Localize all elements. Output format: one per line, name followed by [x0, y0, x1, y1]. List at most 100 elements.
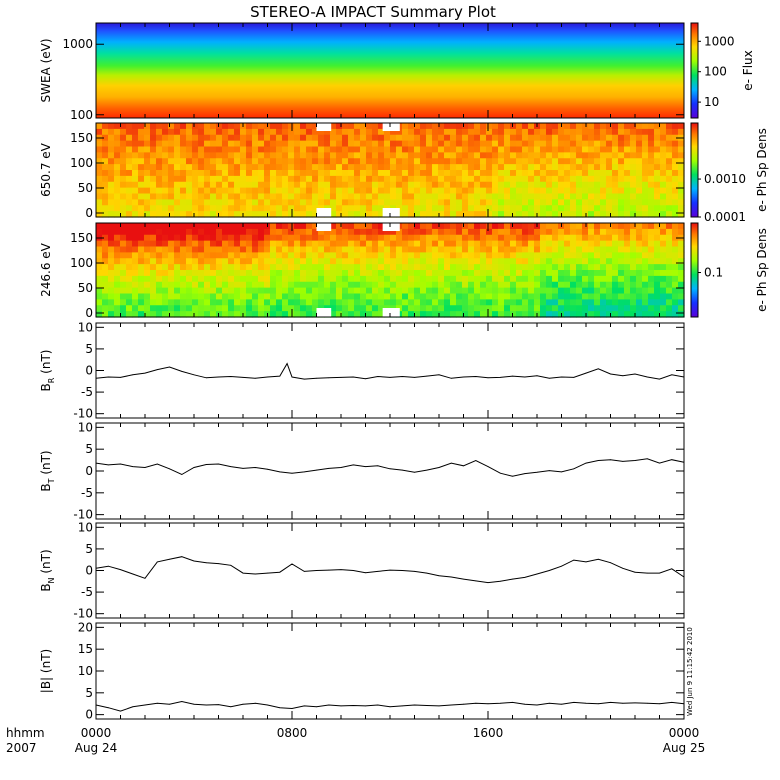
spectrogram-cell [204, 258, 211, 265]
spectrogram-cell [456, 193, 463, 200]
spectrogram-cell [156, 287, 163, 295]
spectrogram-cell [504, 205, 511, 212]
spectrogram-cell [420, 128, 427, 136]
spectrogram-cell [504, 270, 511, 277]
spectrogram-cell [420, 181, 427, 189]
spectrogram-cell [408, 305, 415, 312]
spectrogram-cell [294, 175, 301, 183]
spectrogram-cell [474, 187, 481, 195]
spectrogram-cell [432, 311, 439, 318]
spectrogram-cell [222, 299, 229, 306]
spectrogram-cell [186, 281, 193, 289]
spectrogram-cell [102, 175, 109, 183]
spectrogram-cell [480, 240, 487, 248]
data-point [450, 377, 452, 379]
spectrogram-cell [642, 293, 649, 300]
spectrogram-cell [252, 134, 259, 142]
data-point [316, 570, 317, 571]
spectrogram-cell [354, 170, 361, 177]
spectrogram-cell [270, 228, 277, 236]
spectrogram-cell [450, 293, 457, 300]
spectrogram-cell [378, 275, 385, 283]
spectrogram-cell [162, 311, 169, 318]
spectrogram-cell [150, 187, 157, 195]
spectrogram-cell [438, 181, 445, 189]
spectrogram-cell [372, 258, 379, 265]
spectrogram-cell [444, 134, 451, 142]
spectrogram-cell [126, 146, 133, 153]
spectrogram-cell [228, 270, 235, 277]
spectrogram-cell [648, 199, 655, 206]
spectrogram-cell [288, 140, 295, 148]
spectrogram-cell [648, 140, 655, 148]
spectrogram-cell [564, 175, 571, 183]
spectrogram-cell [126, 134, 133, 142]
spectrogram-cell [528, 264, 535, 271]
spectrogram-cell [630, 287, 637, 295]
data-point [303, 378, 305, 380]
spectrogram-cell [648, 128, 655, 136]
spectrogram-cell [186, 128, 193, 136]
spectrogram-cell [300, 311, 307, 318]
spectrogram-cell [270, 164, 277, 171]
spectrogram-cell [564, 281, 571, 289]
spectrogram-cell [336, 264, 343, 271]
spectrogram-cell [648, 252, 655, 259]
spectrogram-cell [594, 181, 601, 189]
spectrogram-cell [402, 252, 409, 259]
spectrogram-cell [144, 240, 151, 248]
y-axis-label: BR (nT) [39, 350, 56, 392]
spectrogram-cell [162, 293, 169, 300]
spectrogram-cell [162, 234, 169, 242]
spectrogram-cell [648, 264, 655, 271]
spectrogram-cell [216, 264, 223, 271]
spectrogram-cell [438, 293, 445, 300]
data-point [377, 465, 379, 467]
spectrogram-cell [654, 146, 661, 153]
spectrogram-cell [174, 140, 181, 148]
spectrogram-cell [576, 158, 583, 165]
spectrogram-cell [228, 205, 235, 212]
spectrogram-cell [618, 287, 625, 295]
spectrogram-cell [396, 152, 403, 159]
spectrogram-cell [606, 199, 613, 206]
spectrogram-cell [420, 281, 427, 289]
spectrogram-cell [480, 146, 487, 153]
spectrogram-cell [642, 281, 649, 289]
spectrogram-cell [558, 193, 565, 200]
spectrogram-cell [108, 123, 115, 130]
spectrogram-cell [498, 264, 505, 271]
spectrogram-cell [396, 158, 403, 165]
spectrogram-cell [630, 223, 637, 230]
spectrogram-cell [234, 128, 241, 136]
spectrogram-cell [228, 223, 235, 230]
spectrogram-cell [564, 211, 571, 218]
spectrogram-cell [288, 246, 295, 253]
spectrogram-cell [402, 264, 409, 271]
spectrogram-cell [534, 152, 541, 159]
spectrogram-cell [348, 164, 355, 171]
spectrogram-cell [252, 152, 259, 159]
spectrogram-cell [552, 181, 559, 189]
spectrogram-cell [426, 193, 433, 200]
spectrogram-cell [222, 270, 229, 277]
spectrogram-cell [612, 205, 619, 212]
spectrogram-cell [666, 199, 673, 206]
spectrogram-cell [510, 264, 517, 271]
spectrogram-cell [630, 158, 637, 165]
spectrogram-cell [414, 264, 421, 271]
data-point [132, 706, 134, 708]
spectrogram-cell [390, 128, 397, 136]
spectrogram-cell [276, 258, 283, 265]
spectrogram-cell [132, 264, 139, 271]
spectrogram-cell [198, 164, 205, 171]
spectrogram-cell [480, 311, 487, 318]
spectrogram-cell [588, 170, 595, 177]
data-point [414, 571, 415, 572]
spectrogram-cell [114, 223, 121, 230]
spectrogram-cell [192, 158, 199, 165]
spectrogram-cell [582, 187, 589, 195]
spectrogram-cell [504, 281, 511, 289]
